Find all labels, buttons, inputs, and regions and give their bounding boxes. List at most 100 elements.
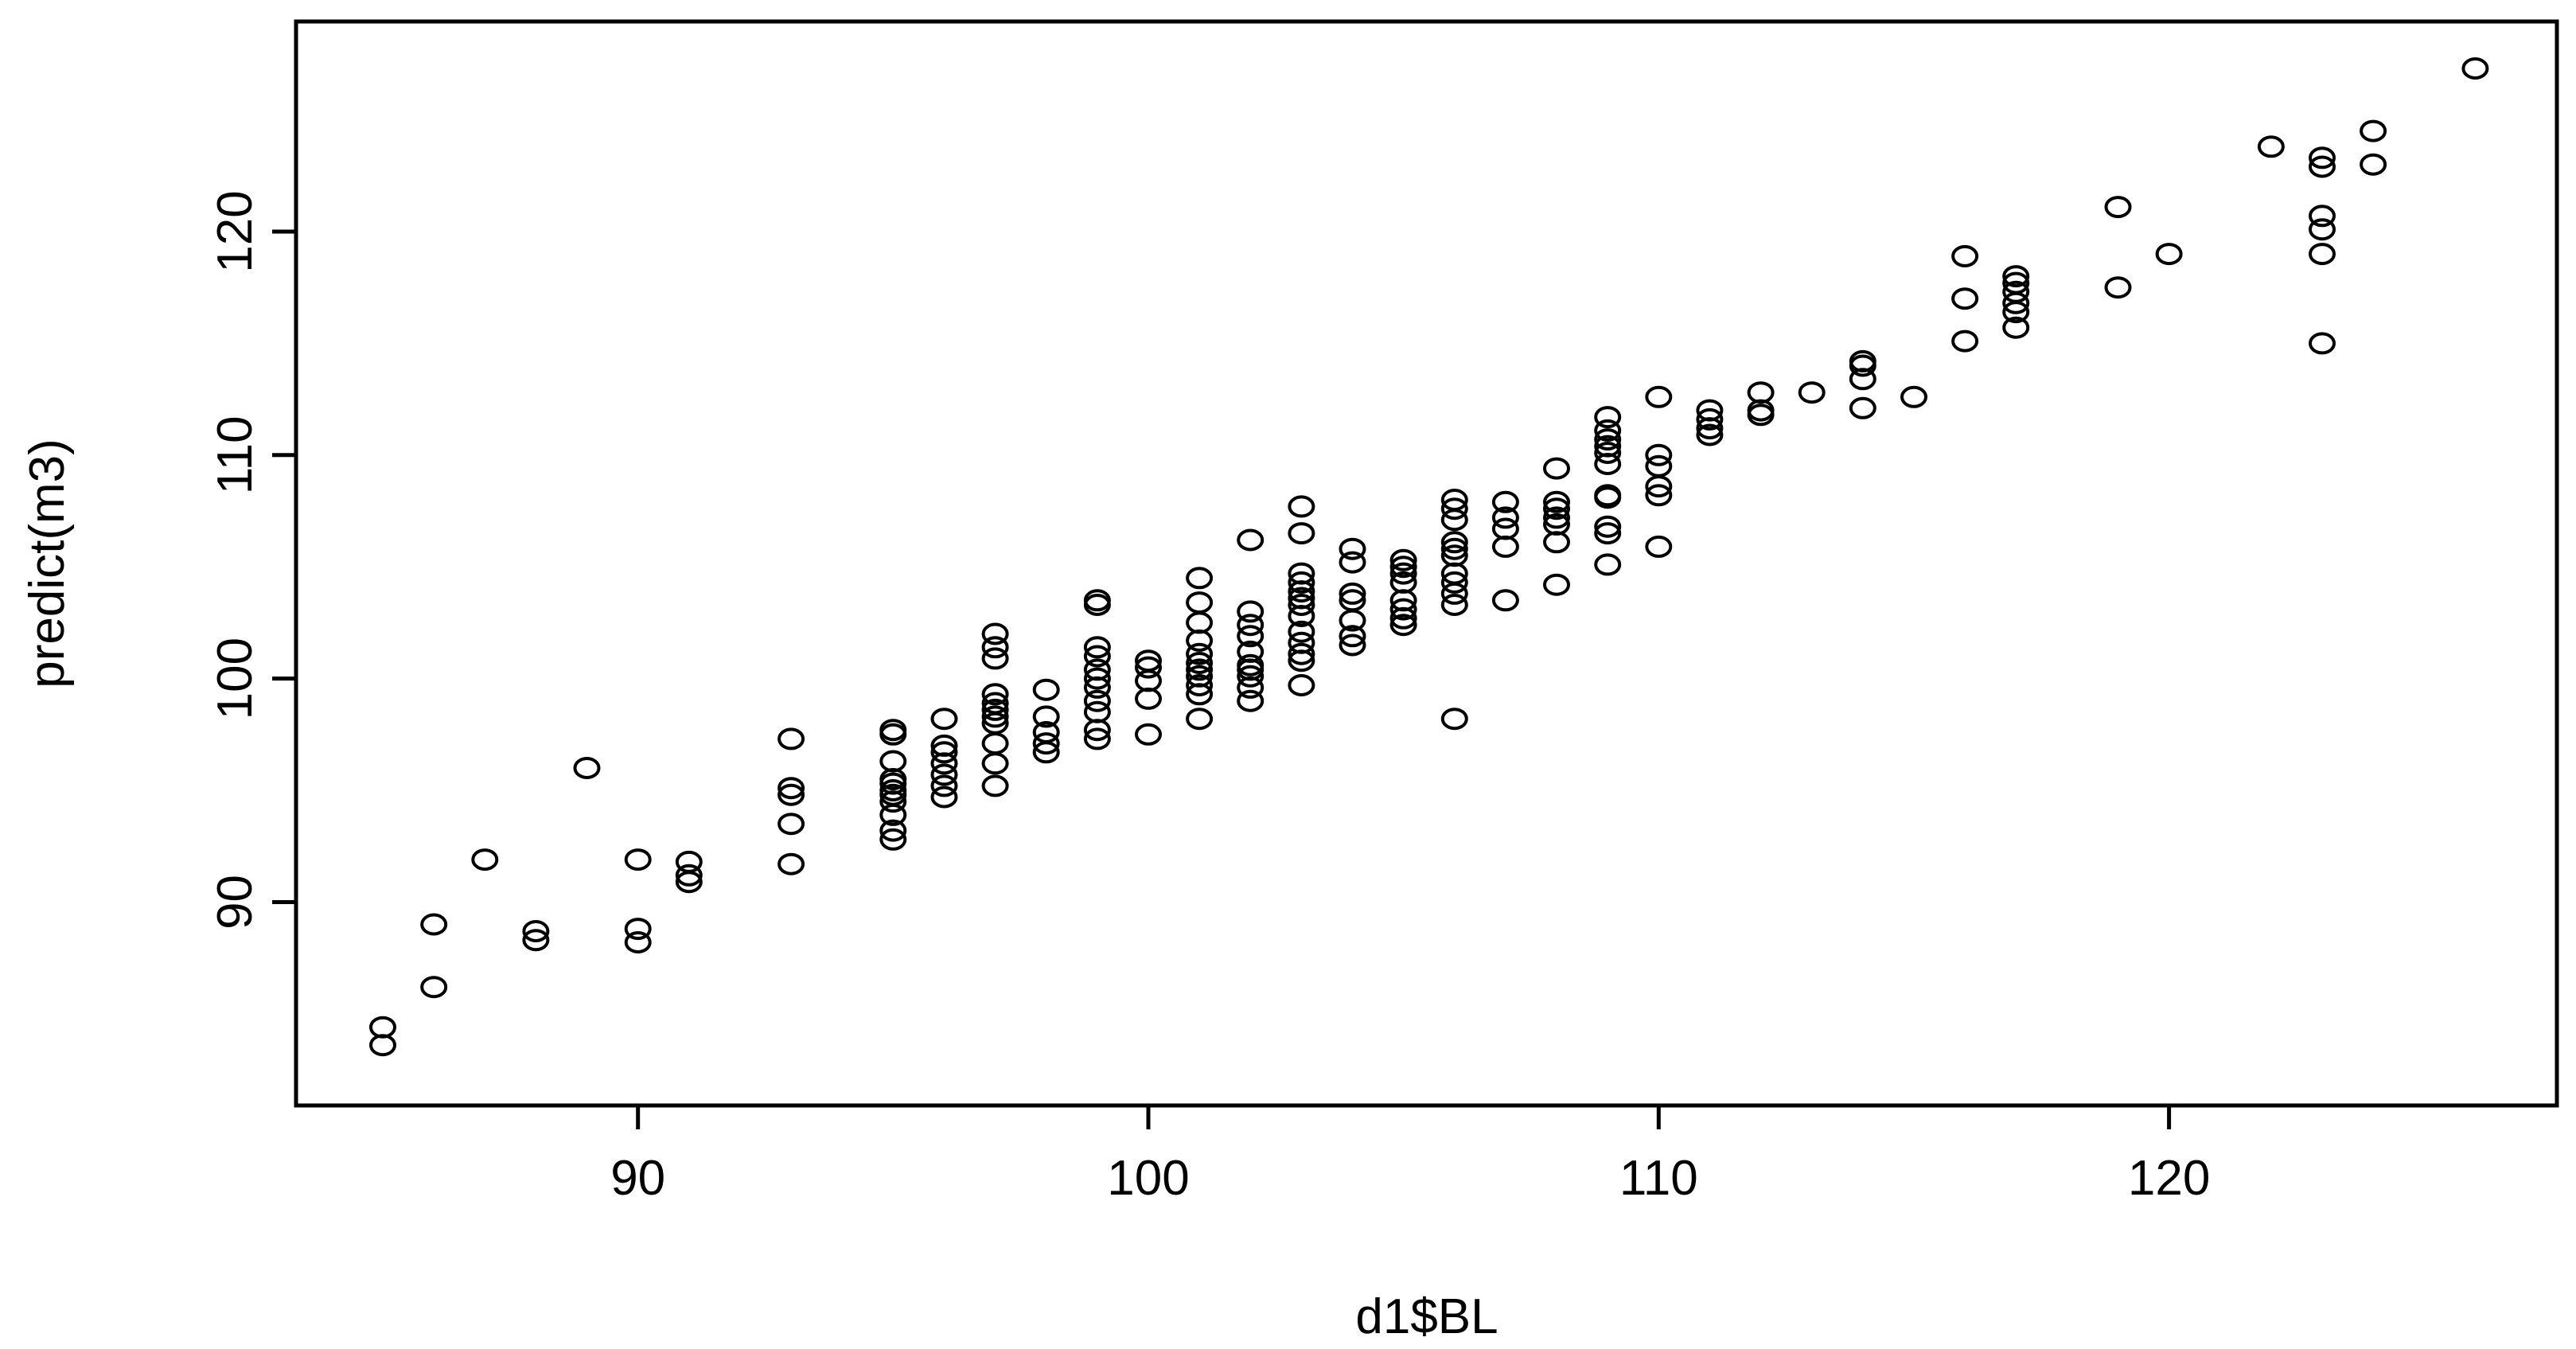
data-point [1288, 620, 1315, 643]
data-point [1696, 399, 1724, 422]
data-point [981, 752, 1009, 775]
data-point [2104, 196, 2132, 219]
data-point [1594, 428, 1622, 451]
data-point [1032, 705, 1060, 728]
data-point [1288, 522, 1315, 545]
data-point [1594, 515, 1622, 538]
data-point [1083, 689, 1111, 712]
data-point [1543, 513, 1570, 536]
data-point [2309, 146, 2336, 170]
data-point [369, 1016, 396, 1039]
y-tick-label: 110 [208, 415, 263, 494]
data-point [1186, 674, 1214, 696]
data-point [2002, 280, 2030, 303]
data-point [1951, 244, 1979, 267]
x-tick-label: 90 [610, 1151, 665, 1206]
data-point [1440, 531, 1468, 554]
data-point [1339, 551, 1366, 574]
data-point [1440, 544, 1468, 567]
data-point [1645, 535, 1673, 558]
data-point [1288, 587, 1315, 610]
data-point [2360, 153, 2387, 176]
data-point [1237, 625, 1265, 648]
data-point [1491, 506, 1519, 529]
data-point [981, 705, 1009, 728]
data-points [369, 57, 2489, 1057]
data-point [1339, 625, 1366, 648]
data-point [777, 777, 805, 800]
data-point [1288, 571, 1315, 594]
data-point [1951, 329, 1979, 353]
y-tick-label: 120 [208, 190, 263, 272]
data-point [1645, 385, 1673, 408]
data-point [1645, 484, 1673, 507]
data-point [1594, 419, 1622, 442]
data-point [2309, 332, 2336, 355]
data-point [1389, 562, 1417, 585]
data-point [1186, 629, 1214, 652]
data-point [1594, 435, 1622, 458]
data-point [1543, 457, 1570, 480]
data-point [1747, 404, 1775, 427]
data-point [981, 683, 1009, 706]
data-point [2002, 271, 2030, 294]
data-point [1594, 553, 1622, 576]
data-point [1237, 528, 1265, 552]
data-point [981, 622, 1009, 645]
data-point [930, 734, 958, 757]
data-point [1186, 665, 1214, 688]
data-point [1594, 484, 1622, 507]
data-point [1594, 406, 1622, 429]
data-point [2002, 316, 2030, 339]
data-point [1440, 537, 1468, 560]
data-point [1237, 614, 1265, 637]
data-point [981, 698, 1009, 721]
data-point [1594, 522, 1622, 545]
data-point [1032, 721, 1060, 743]
data-point [777, 783, 805, 806]
data-point [522, 929, 550, 952]
data-point [1237, 653, 1265, 676]
data-point [1237, 676, 1265, 699]
data-point [522, 920, 550, 942]
data-point [2104, 276, 2132, 299]
data-point [930, 741, 958, 764]
data-point [981, 636, 1009, 659]
x-tick-label: 100 [1107, 1151, 1189, 1206]
data-point [1389, 571, 1417, 594]
data-point [1645, 443, 1673, 466]
data-point [1288, 631, 1315, 654]
data-point [1339, 634, 1366, 657]
y-tick-label: 100 [208, 637, 263, 719]
data-point [1543, 490, 1570, 513]
data-point [1237, 689, 1265, 712]
data-point [2309, 243, 2336, 266]
data-point [2309, 155, 2336, 178]
data-point [1186, 567, 1214, 590]
data-point [1083, 727, 1111, 751]
data-point [1186, 611, 1214, 634]
plot-frame [294, 19, 2559, 1108]
data-point [1135, 723, 1162, 746]
data-point [930, 786, 958, 809]
data-point [1543, 506, 1570, 529]
data-point [879, 719, 907, 742]
data-point [2360, 119, 2387, 142]
data-point [1288, 674, 1315, 696]
data-point [1951, 287, 1979, 310]
data-point [1849, 349, 1876, 372]
data-point [1389, 598, 1417, 621]
data-point [2461, 57, 2489, 80]
data-point [1849, 396, 1876, 419]
x-axis-title: d1$BL [1355, 1289, 1498, 1344]
data-point [1186, 642, 1214, 665]
data-point [1237, 665, 1265, 688]
data-point [1083, 700, 1111, 723]
data-point [981, 774, 1009, 797]
data-point [1186, 652, 1214, 674]
data-point [1083, 667, 1111, 690]
data-point [1543, 573, 1570, 596]
data-point [981, 647, 1009, 670]
y-axis-title: predict(m3) [20, 439, 75, 688]
